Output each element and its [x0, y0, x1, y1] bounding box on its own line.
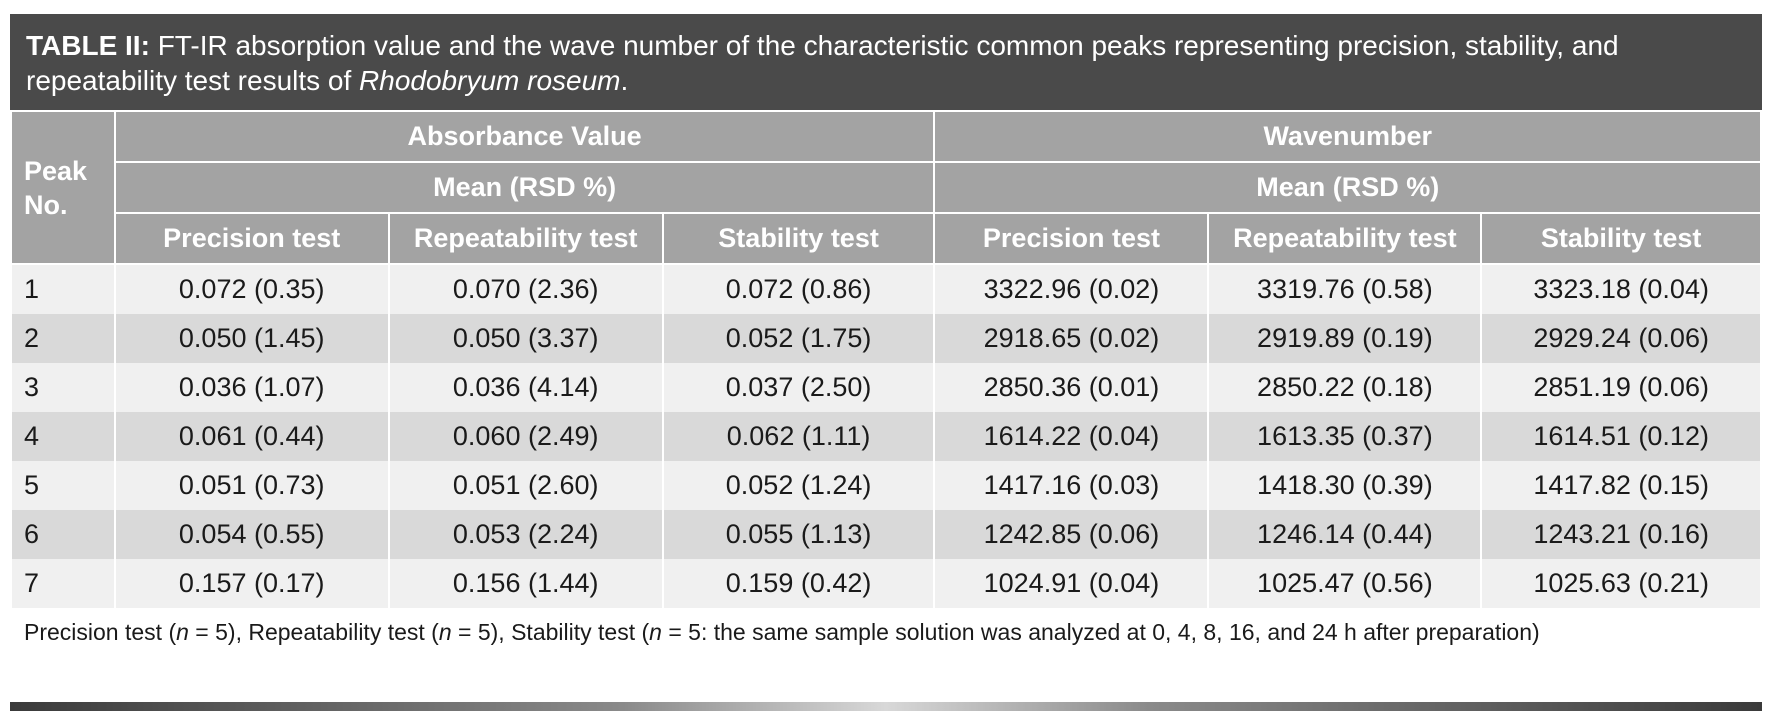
absorbance-group-header: Absorbance Value: [113, 110, 936, 163]
column-header: Precision test: [933, 212, 1210, 265]
table-cell: 0.159 (0.42): [661, 559, 936, 608]
table-cell: 2850.22 (0.18): [1207, 363, 1483, 412]
footnote-n: n: [438, 619, 452, 645]
column-header: Stability test: [661, 212, 936, 265]
column-header: Precision test: [113, 212, 390, 265]
table-row: 4 0.061 (0.44) 0.060 (2.49) 0.062 (1.11)…: [10, 412, 1762, 461]
table-cell: 0.072 (0.35): [113, 264, 390, 314]
footnote-part: Precision test (: [24, 619, 177, 645]
column-header: Repeatability test: [1207, 212, 1483, 265]
table-cell: 2919.89 (0.19): [1207, 314, 1483, 363]
footnote-n: n: [649, 619, 662, 645]
table-row: 7 0.157 (0.17) 0.156 (1.44) 0.159 (0.42)…: [10, 559, 1762, 608]
footnote-part: = 5), Repeatability test (: [188, 619, 439, 645]
peak-cell: 6: [10, 510, 116, 559]
peak-cell: 2: [10, 314, 116, 363]
table-cell: 0.052 (1.24): [661, 461, 936, 510]
table-cell: 0.072 (0.86): [661, 264, 936, 314]
table-cell: 0.050 (3.37): [387, 314, 664, 363]
table-cell: 3319.76 (0.58): [1207, 264, 1483, 314]
column-header: Stability test: [1480, 212, 1762, 265]
table-caption: TABLE II: FT-IR absorption value and the…: [10, 14, 1762, 110]
table-cell: 0.070 (2.36): [387, 264, 664, 314]
table-cell: 0.156 (1.44): [387, 559, 664, 608]
table-cell: 0.062 (1.11): [661, 412, 936, 461]
footnote-part: = 5: the same sample solution was analyz…: [661, 619, 1540, 645]
peak-cell: 3: [10, 363, 116, 412]
table-cell: 1025.63 (0.21): [1480, 559, 1762, 608]
table-cell: 1417.82 (0.15): [1480, 461, 1762, 510]
table-cell: 1614.51 (0.12): [1480, 412, 1762, 461]
table-cell: 0.157 (0.17): [113, 559, 390, 608]
table-row: 2 0.050 (1.45) 0.050 (3.37) 0.052 (1.75)…: [10, 314, 1762, 363]
caption-text: FT-IR absorption value and the wave numb…: [26, 30, 1619, 96]
table-cell: 1242.85 (0.06): [933, 510, 1210, 559]
table-cell: 2851.19 (0.06): [1480, 363, 1762, 412]
table-cell: 0.053 (2.24): [387, 510, 664, 559]
table-cell: 1243.21 (0.16): [1480, 510, 1762, 559]
table-cell: 0.055 (1.13): [661, 510, 936, 559]
peak-cell: 7: [10, 559, 116, 608]
footnote-n: n: [176, 619, 189, 645]
data-table: Peak No. Absorbance Value Wavenumber Mea…: [10, 110, 1762, 608]
species-name: Rhodobryum roseum: [359, 65, 621, 96]
table-cell: 0.060 (2.49): [387, 412, 664, 461]
peak-cell: 1: [10, 264, 116, 314]
bottom-divider: [10, 702, 1762, 711]
table-row: 6 0.054 (0.55) 0.053 (2.24) 0.055 (1.13)…: [10, 510, 1762, 559]
table-cell: 1613.35 (0.37): [1207, 412, 1483, 461]
table-cell: 1418.30 (0.39): [1207, 461, 1483, 510]
table-cell: 0.061 (0.44): [113, 412, 390, 461]
table-cell: 1024.91 (0.04): [933, 559, 1210, 608]
table-cell: 1417.16 (0.03): [933, 461, 1210, 510]
table-cell: 2850.36 (0.01): [933, 363, 1210, 412]
table-cell: 2929.24 (0.06): [1480, 314, 1762, 363]
table-cell: 0.050 (1.45): [113, 314, 390, 363]
caption-end: .: [620, 65, 629, 96]
table-cell: 0.051 (0.73): [113, 461, 390, 510]
table-cell: 0.036 (4.14): [387, 363, 664, 412]
table-row: 1 0.072 (0.35) 0.070 (2.36) 0.072 (0.86)…: [10, 264, 1762, 314]
table-cell: 0.054 (0.55): [113, 510, 390, 559]
table-footnote: Precision test (n = 5), Repeatability te…: [10, 608, 1762, 655]
table-cell: 1025.47 (0.56): [1207, 559, 1483, 608]
table-figure: TABLE II: FT-IR absorption value and the…: [10, 14, 1762, 655]
table-cell: 0.051 (2.60): [387, 461, 664, 510]
peak-no-header: Peak No.: [10, 110, 116, 265]
column-header: Repeatability test: [387, 212, 664, 265]
peak-cell: 5: [10, 461, 116, 510]
table-cell: 2918.65 (0.02): [933, 314, 1210, 363]
table-label: TABLE II:: [26, 30, 150, 61]
table-cell: 3322.96 (0.02): [933, 264, 1210, 314]
wavenumber-subgroup-header: Mean (RSD %): [933, 161, 1762, 214]
peak-cell: 4: [10, 412, 116, 461]
table-row: 5 0.051 (0.73) 0.051 (2.60) 0.052 (1.24)…: [10, 461, 1762, 510]
table-cell: 1246.14 (0.44): [1207, 510, 1483, 559]
table-cell: 0.037 (2.50): [661, 363, 936, 412]
footnote-part: = 5), Stability test (: [451, 619, 650, 645]
table-cell: 3323.18 (0.04): [1480, 264, 1762, 314]
table-cell: 0.052 (1.75): [661, 314, 936, 363]
table-row: 3 0.036 (1.07) 0.036 (4.14) 0.037 (2.50)…: [10, 363, 1762, 412]
table-cell: 0.036 (1.07): [113, 363, 390, 412]
absorbance-subgroup-header: Mean (RSD %): [113, 161, 936, 214]
table-cell: 1614.22 (0.04): [933, 412, 1210, 461]
wavenumber-group-header: Wavenumber: [933, 110, 1762, 163]
